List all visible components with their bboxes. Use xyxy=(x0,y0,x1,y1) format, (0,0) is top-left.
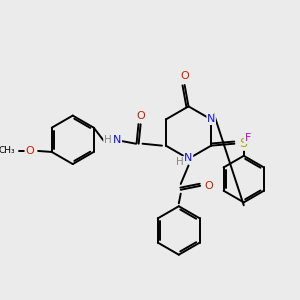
Text: F: F xyxy=(244,134,251,143)
Text: O: O xyxy=(25,146,34,156)
Text: N: N xyxy=(113,135,122,145)
Text: H: H xyxy=(176,157,184,166)
Text: O: O xyxy=(205,181,213,191)
Text: N: N xyxy=(207,115,215,124)
Text: S: S xyxy=(239,137,247,150)
Text: H: H xyxy=(104,135,112,145)
Text: CH₃: CH₃ xyxy=(0,146,16,155)
Text: O: O xyxy=(136,111,145,121)
Text: O: O xyxy=(180,71,189,81)
Text: N: N xyxy=(184,153,193,163)
